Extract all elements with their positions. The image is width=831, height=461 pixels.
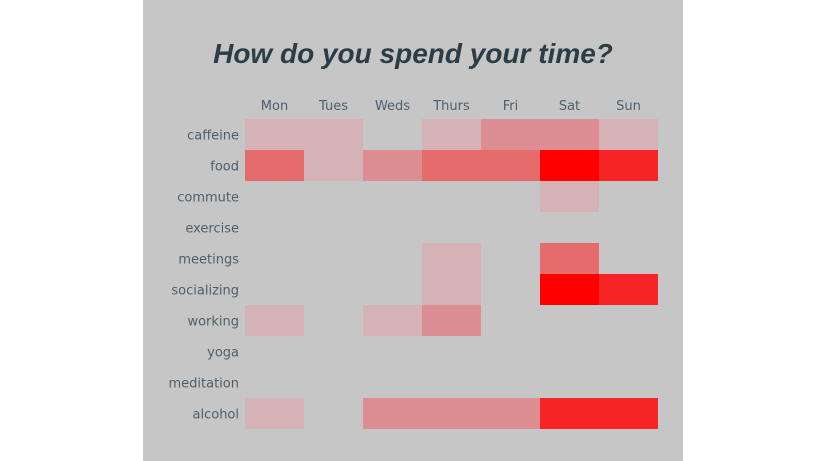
- heatmap-cell: [422, 305, 481, 336]
- heatmap-cell: [304, 212, 363, 243]
- heatmap-cell: [540, 336, 599, 367]
- heatmap-cell: [481, 212, 540, 243]
- row-label: commute: [177, 191, 239, 206]
- heatmap-cell: [599, 150, 658, 181]
- row-label: caffeine: [187, 129, 239, 144]
- heatmap-cell: [304, 150, 363, 181]
- heatmap-cell: [363, 119, 422, 150]
- heatmap-cell: [540, 243, 599, 274]
- row-label: food: [210, 160, 239, 175]
- row-label: exercise: [185, 222, 239, 237]
- heatmap-cell: [481, 181, 540, 212]
- row-label: yoga: [207, 346, 239, 361]
- heatmap-cell: [422, 119, 481, 150]
- chart-title: How do you spend your time?: [213, 38, 613, 69]
- column-label: Sun: [616, 99, 641, 114]
- heatmap-cell: [245, 398, 304, 429]
- heatmap-cell: [540, 305, 599, 336]
- heatmap-chart: Mon Tues Weds Thurs Fri Sat Sun caffeine food com…: [169, 99, 658, 429]
- heatmap-cell: [304, 398, 363, 429]
- heatmap-cell: [304, 119, 363, 150]
- heatmap-cell: [363, 274, 422, 305]
- heatmap-cell: [245, 274, 304, 305]
- heatmap-cell: [363, 336, 422, 367]
- heatmap-cell: [481, 336, 540, 367]
- heatmap-cell: [540, 398, 599, 429]
- heatmap-cell: [599, 212, 658, 243]
- heatmap-cell: [540, 212, 599, 243]
- heatmap-cell: [304, 181, 363, 212]
- heatmap-cell: [245, 181, 304, 212]
- heatmap-cell: [422, 367, 481, 398]
- heatmap-cell: [245, 367, 304, 398]
- heatmap-cell: [363, 243, 422, 274]
- heatmap-cell: [599, 119, 658, 150]
- heatmap-cell: [245, 243, 304, 274]
- column-label: Thurs: [432, 99, 470, 114]
- heatmap-cell: [422, 181, 481, 212]
- column-label: Mon: [261, 99, 288, 114]
- heatmap-cell: [304, 305, 363, 336]
- row-label: working: [187, 315, 239, 330]
- heatmap-cell: [304, 336, 363, 367]
- heatmap-cell: [481, 367, 540, 398]
- column-label: Weds: [375, 99, 410, 114]
- heatmap-cell: [540, 274, 599, 305]
- heatmap-cell: [599, 305, 658, 336]
- heatmap-cell: [481, 274, 540, 305]
- heatmap-cell: [481, 398, 540, 429]
- heatmap-cell: [481, 150, 540, 181]
- heatmap-cell: [481, 119, 540, 150]
- heatmap-cell: [599, 181, 658, 212]
- heatmap-cell: [245, 150, 304, 181]
- column-label: Sat: [559, 99, 580, 114]
- heatmap-cell: [363, 305, 422, 336]
- chart-panel: How do you spend your time? Mon Tues Weds T…: [143, 0, 683, 461]
- heatmap-cell: [245, 336, 304, 367]
- heatmap-cell: [245, 212, 304, 243]
- heatmap-cell: [304, 243, 363, 274]
- row-label: alcohol: [193, 408, 239, 423]
- row-label: meetings: [178, 253, 239, 268]
- heatmap-cell: [422, 398, 481, 429]
- row-label: socializing: [171, 284, 239, 299]
- heatmap-cell: [599, 336, 658, 367]
- row-label: meditation: [169, 377, 240, 392]
- heatmap-cell: [363, 150, 422, 181]
- heatmap-cell: [599, 367, 658, 398]
- heatmap-cell: [540, 119, 599, 150]
- heatmap-cell: [481, 305, 540, 336]
- heatmap-cell: [304, 367, 363, 398]
- heatmap-cell: [599, 243, 658, 274]
- heatmap-cell: [599, 398, 658, 429]
- heatmap-cell: [540, 150, 599, 181]
- column-label: Tues: [318, 99, 348, 114]
- heatmap-cell: [422, 243, 481, 274]
- heatmap-cell: [245, 119, 304, 150]
- heatmap-cell: [245, 305, 304, 336]
- heatmap-cell: [540, 181, 599, 212]
- heatmap-cell: [422, 212, 481, 243]
- heatmap-cell: [422, 274, 481, 305]
- heatmap-cell: [363, 367, 422, 398]
- heatmap-cell: [599, 274, 658, 305]
- heatmap-cell: [481, 243, 540, 274]
- heatmap-cell: [363, 181, 422, 212]
- column-label: Fri: [503, 99, 519, 114]
- heatmap-cell: [540, 367, 599, 398]
- heatmap-cell: [422, 336, 481, 367]
- heatmap-cell: [363, 398, 422, 429]
- heatmap-cell: [304, 274, 363, 305]
- heatmap-cell: [422, 150, 481, 181]
- heatmap-cell: [363, 212, 422, 243]
